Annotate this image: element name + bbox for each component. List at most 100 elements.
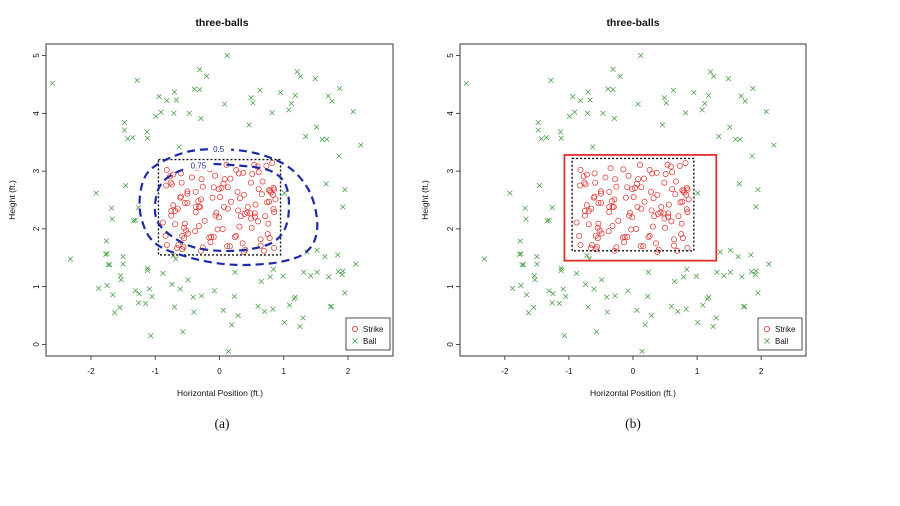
- panel-a-ball-point: [103, 251, 109, 257]
- panel-a-ball-point: [319, 136, 325, 142]
- panel-b-ball-point: [702, 100, 708, 107]
- panel-a-strike-point: [177, 194, 184, 201]
- panel-a-strike-point: [251, 213, 258, 220]
- panel-b-ball-point: [584, 110, 591, 116]
- panel-b-strike-point: [594, 235, 601, 242]
- panel-a-ball-point: [180, 329, 186, 335]
- panel-b-strike-point: [638, 184, 645, 191]
- panel-a-strike-point: [178, 179, 185, 186]
- panel-b-ball-point: [518, 282, 524, 289]
- panel-b-ball-point: [598, 277, 605, 283]
- panel-a-ball-point: [156, 93, 162, 100]
- panel-a-strike-point: [252, 201, 259, 208]
- panel-b-strike-point: [668, 218, 675, 225]
- panel-b-strike-point: [585, 221, 592, 228]
- panel-b-strike-point: [583, 171, 590, 178]
- panel-b-strike-point: [591, 193, 598, 200]
- panel-a-ball-point: [198, 293, 205, 299]
- panel-b-strike-point: [606, 209, 613, 216]
- panel-a-rulebook-zone-rect: [157, 158, 282, 256]
- panel-b-ball-point: [682, 110, 689, 116]
- panel-a-ball-point: [269, 110, 275, 116]
- panel-b-strike-point: [672, 178, 679, 185]
- panel-b-strike-point: [637, 243, 644, 250]
- panel-a-strike-point: [255, 169, 262, 176]
- panel-a-ball-point: [246, 122, 252, 128]
- panel-b-strike-point: [576, 232, 583, 239]
- panel-a-ball-point: [132, 217, 138, 223]
- panel-a-strike-point: [175, 242, 182, 249]
- panel-a-ball-point: [301, 269, 307, 275]
- panel-a-strike-point: [237, 195, 244, 202]
- panel-a-strike-point: [231, 234, 238, 240]
- panel-b-strike-point: [664, 161, 671, 168]
- panel-b-y-tick-label: 4: [446, 111, 455, 116]
- panel-b-strike-point: [680, 187, 687, 194]
- panel-b-strike-point: [598, 188, 604, 195]
- panel-b-ball-point: [549, 300, 555, 306]
- panel-a-ball-point: [286, 302, 293, 308]
- panel-a-legend: Strike Ball: [345, 317, 391, 351]
- panel-b-ball-point: [610, 66, 616, 73]
- panel-a-x-tick-label: 1: [282, 367, 287, 376]
- panel-a-ball-point: [270, 266, 277, 272]
- panel-a-strike-point: [160, 219, 166, 226]
- panel-b-ball-point: [582, 281, 589, 288]
- panel-a-ball-point: [322, 253, 328, 260]
- panel-b-strike-point: [682, 160, 689, 166]
- panel-b-ball-point: [693, 273, 700, 279]
- panel-b-ball-point: [700, 302, 706, 308]
- panel-b-strike-point: [624, 184, 631, 191]
- panel-a-ball-point: [146, 286, 153, 292]
- panel-a-ball-point: [288, 100, 295, 107]
- panel-a-legend-ball: Ball: [363, 337, 377, 346]
- panel-b-ball-point: [771, 142, 777, 148]
- panel-b-strike-point: [669, 186, 676, 192]
- panel-b-ball-point: [721, 273, 727, 279]
- panel-b-y-tick-label: 0: [446, 342, 455, 347]
- panel-b-legend: Strike Ball: [757, 317, 803, 351]
- panel-b-ball-point: [550, 290, 556, 297]
- panel-b-strike-point: [641, 198, 648, 205]
- panel-b-strike-point: [613, 244, 620, 251]
- panel-a-strike-point: [162, 232, 169, 239]
- panel-b-ball-point: [727, 124, 733, 130]
- panel-b-strike-point: [672, 191, 679, 198]
- panel-b-ball-point: [587, 97, 593, 103]
- panel-a-strike-point: [258, 191, 265, 198]
- panel-a-strike-point: [183, 227, 190, 234]
- panel-b-ball-point: [713, 315, 719, 321]
- panel-b-y-tick-label: 5: [446, 53, 455, 58]
- panel-a-ball-point: [312, 76, 318, 82]
- panel-a-ball-point: [190, 294, 196, 300]
- panel-b-x-tick-label: -1: [565, 367, 573, 376]
- panel-b-ball-point: [611, 115, 618, 122]
- panel-a-contour-label-bg: [210, 144, 232, 155]
- panel-b-ball-point: [645, 269, 652, 275]
- panel-b-ball-point: [695, 319, 701, 326]
- panel-a-ball-point: [117, 273, 124, 279]
- panel-a-ball-point: [149, 293, 155, 300]
- panel-a-strike-point: [181, 220, 188, 227]
- panel-a-y-tick-label: 3: [32, 168, 41, 173]
- panel-a-ball-point: [297, 73, 304, 80]
- panel-a-ball-point: [248, 95, 254, 101]
- panel-b-strike-point: [684, 186, 691, 193]
- panel-a-ball-point: [261, 308, 268, 315]
- panel-a-y-tick-label: 0: [32, 342, 41, 347]
- panel-b-ball-point: [763, 108, 769, 115]
- panel-a-strike-point: [170, 171, 177, 178]
- panel-b-strike-point: [684, 209, 691, 216]
- panel-a-strike-point: [181, 199, 188, 206]
- panel-b-strike-point: [669, 169, 676, 176]
- panel-a-ball-point: [229, 322, 235, 328]
- panel-a-ball-point: [220, 307, 227, 314]
- panel-a-strike-point: [265, 220, 272, 227]
- panel-a-ball-point: [224, 52, 230, 59]
- panel-b-ball-point: [585, 89, 591, 95]
- panel-a-ball-points: [49, 52, 364, 355]
- panel-a-strike-point: [198, 176, 205, 183]
- panel-b-ball-point: [749, 153, 755, 159]
- panel-b-strike-point: [655, 246, 662, 253]
- panel-a-strike-point: [192, 228, 199, 235]
